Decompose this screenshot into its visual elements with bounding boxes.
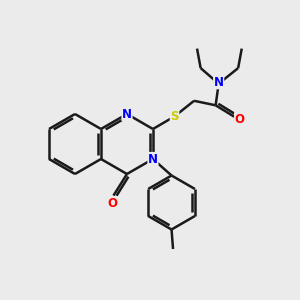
Text: N: N (122, 107, 132, 121)
Text: O: O (107, 196, 117, 210)
Text: S: S (170, 110, 179, 123)
Text: N: N (148, 152, 158, 166)
Text: N: N (214, 76, 224, 89)
Text: O: O (235, 112, 244, 126)
